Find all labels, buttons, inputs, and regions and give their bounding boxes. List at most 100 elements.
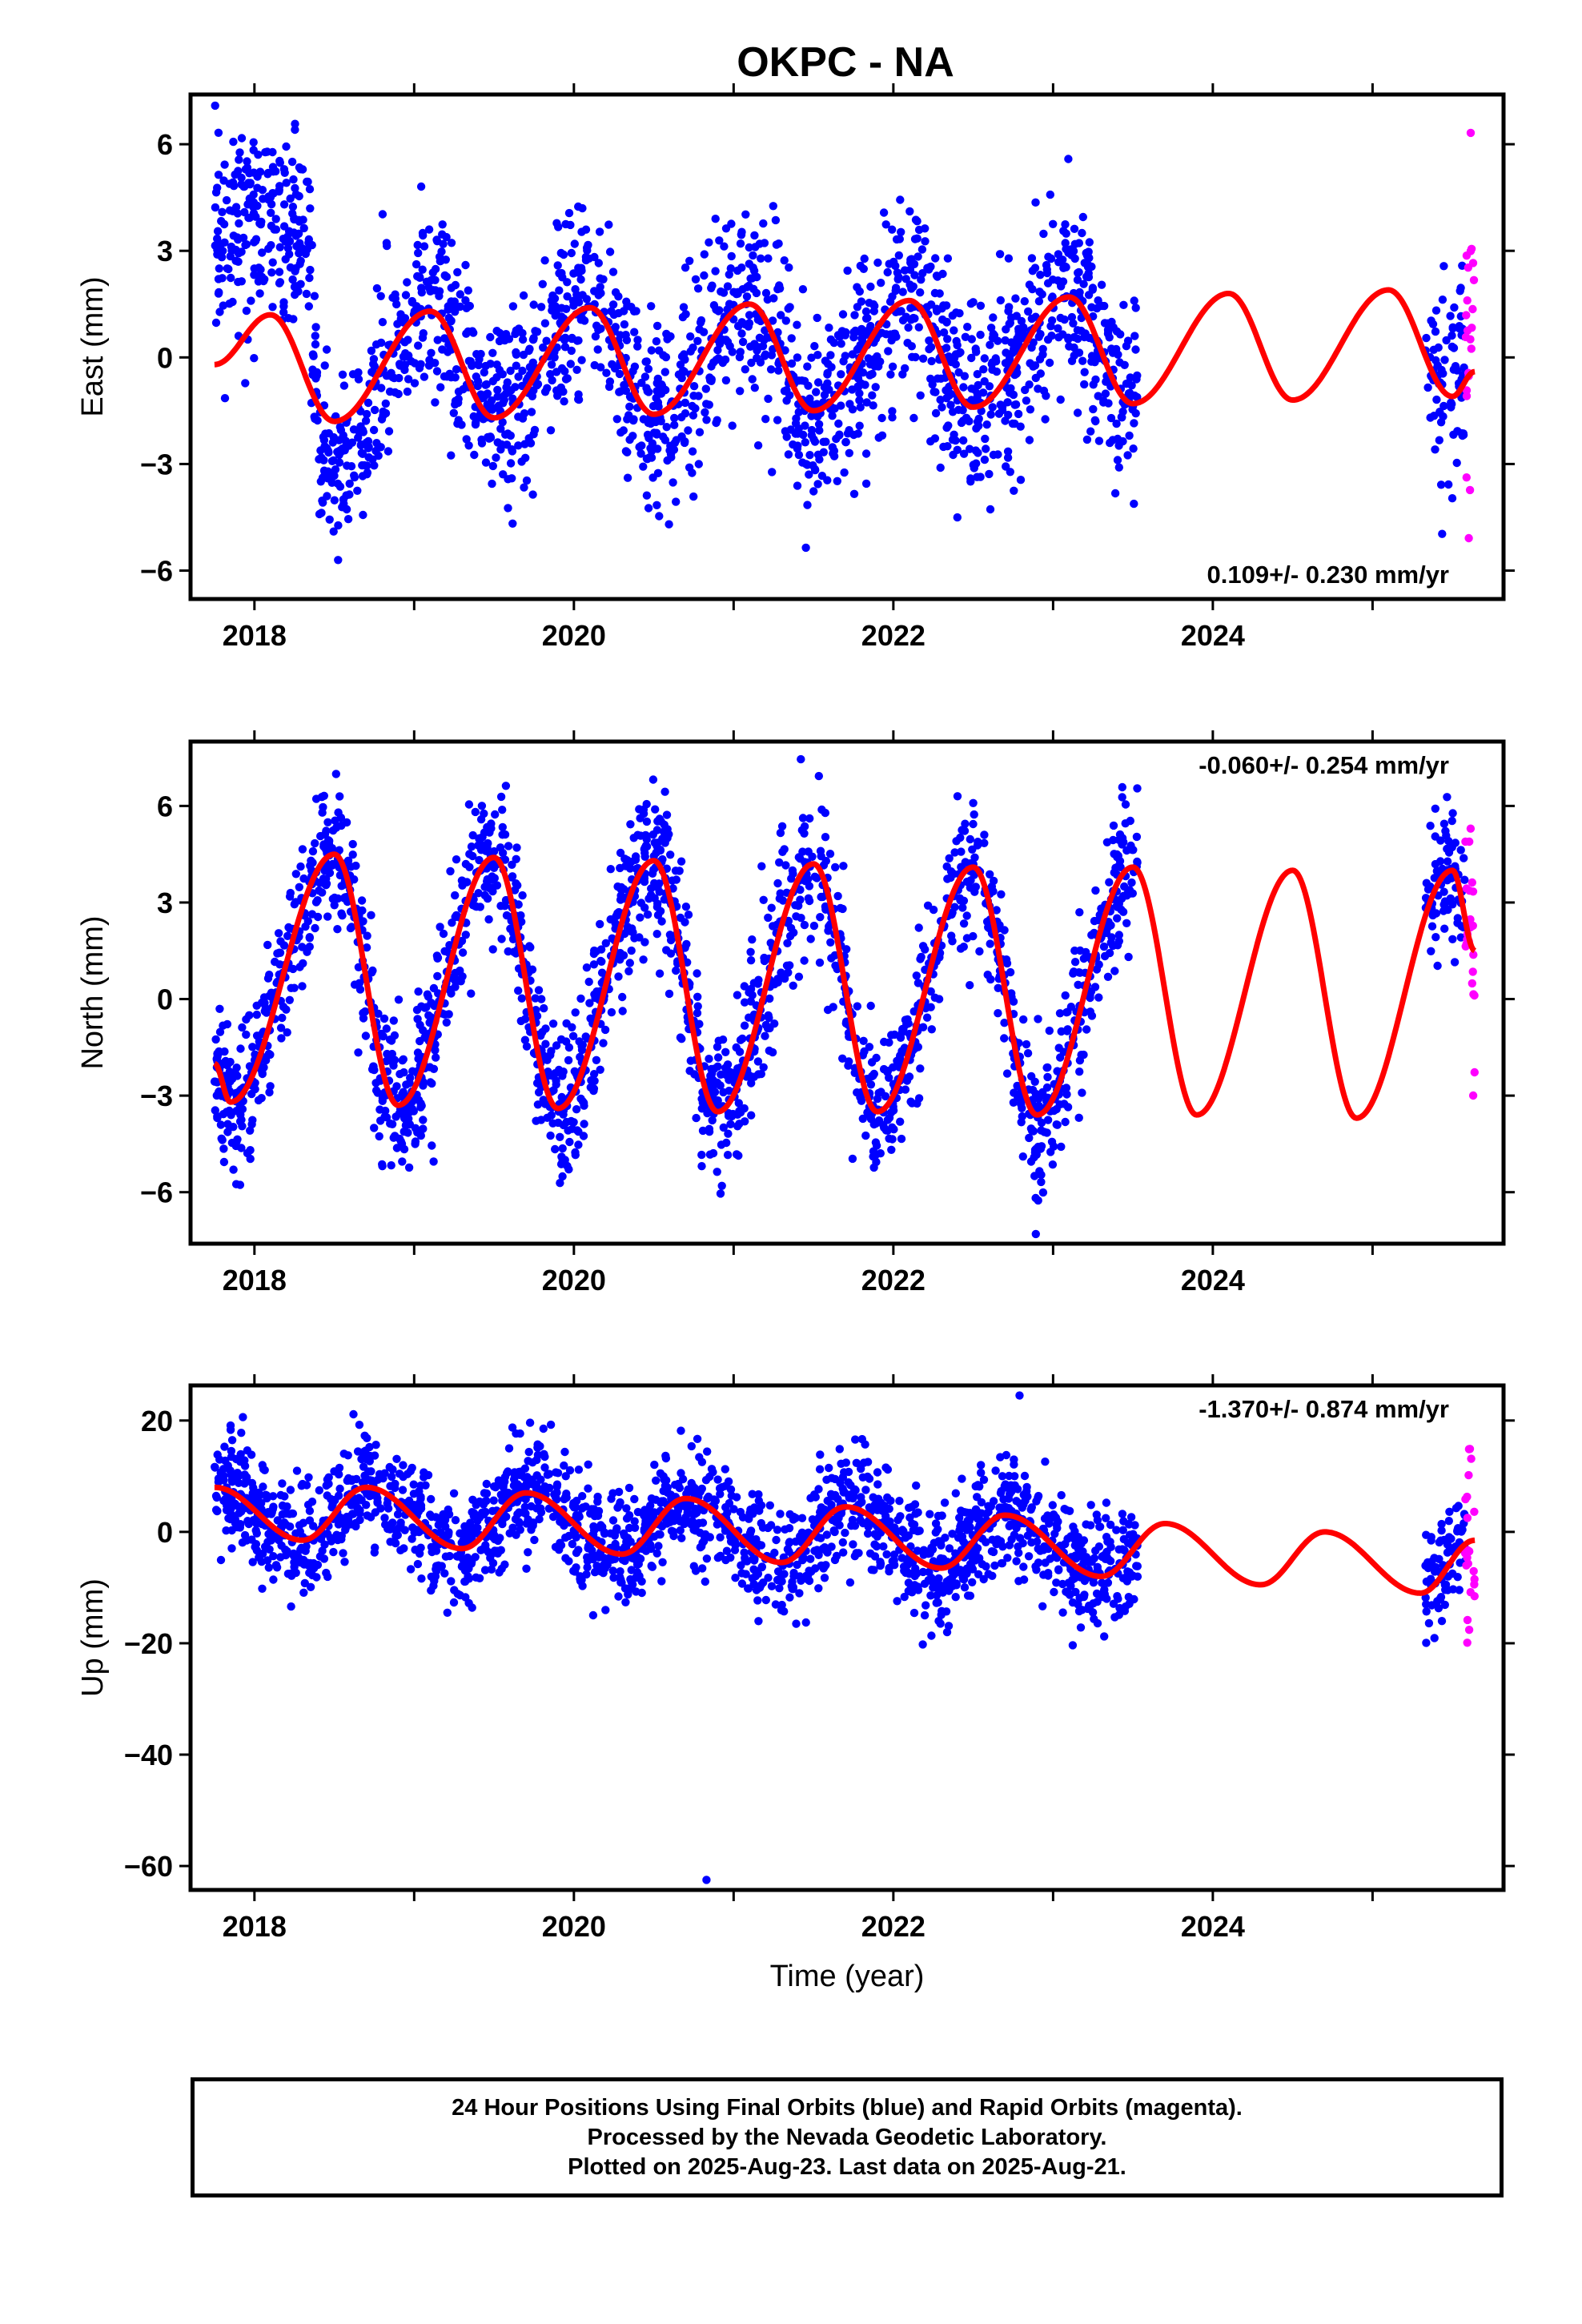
east-final-point bbox=[1085, 238, 1094, 247]
east-final-point bbox=[528, 364, 537, 372]
north-final-point bbox=[436, 923, 444, 931]
east-ytick-label: 6 bbox=[157, 128, 173, 161]
north-final-point bbox=[681, 943, 689, 952]
east-final-point bbox=[249, 138, 258, 147]
up-final-point bbox=[522, 1564, 531, 1574]
east-final-point bbox=[1024, 307, 1033, 316]
east-final-point bbox=[662, 423, 671, 432]
north-final-point bbox=[845, 1057, 853, 1066]
east-final-point bbox=[996, 296, 1006, 305]
north-final-point bbox=[406, 1073, 415, 1083]
north-final-point bbox=[1075, 908, 1084, 917]
east-rapid-point bbox=[1461, 332, 1471, 342]
north-final-point bbox=[905, 1072, 914, 1081]
east-final-point bbox=[918, 269, 927, 278]
north-final-point bbox=[717, 1181, 726, 1191]
east-final-point bbox=[449, 302, 458, 311]
east-final-point bbox=[926, 374, 935, 384]
up-final-point bbox=[427, 1494, 436, 1504]
east-rapid-point bbox=[1469, 275, 1479, 284]
north-final-point bbox=[661, 787, 669, 796]
north-final-point bbox=[1002, 959, 1012, 968]
north-final-point bbox=[871, 1138, 881, 1147]
east-final-point bbox=[572, 365, 581, 374]
north-final-point bbox=[558, 1156, 567, 1165]
east-final-point bbox=[363, 468, 372, 477]
north-final-point bbox=[986, 939, 994, 948]
north-final-point bbox=[982, 917, 992, 927]
east-final-point bbox=[925, 344, 934, 354]
north-final-point bbox=[1079, 954, 1089, 963]
north-rapid-point bbox=[1469, 951, 1478, 959]
east-final-point bbox=[677, 373, 686, 383]
east-final-point bbox=[952, 308, 961, 317]
east-final-point bbox=[1082, 435, 1092, 444]
east-final-point bbox=[584, 240, 592, 250]
east-final-point bbox=[213, 234, 222, 243]
east-final-point bbox=[1106, 413, 1116, 423]
north-final-point bbox=[653, 838, 662, 847]
up-final-point bbox=[861, 1486, 870, 1494]
east-final-point bbox=[567, 248, 576, 258]
east-final-point bbox=[1004, 254, 1014, 263]
east-final-point bbox=[1452, 458, 1461, 468]
north-final-point bbox=[1128, 889, 1138, 898]
east-final-point bbox=[528, 490, 537, 499]
north-final-point bbox=[217, 1134, 226, 1144]
east-final-point bbox=[576, 275, 585, 284]
up-final-point bbox=[302, 1481, 311, 1490]
east-final-point bbox=[217, 253, 227, 262]
north-final-point bbox=[873, 1094, 882, 1104]
east-final-point bbox=[998, 402, 1007, 411]
north-final-point bbox=[824, 927, 833, 935]
east-final-point bbox=[760, 239, 769, 247]
east-final-point bbox=[642, 491, 652, 500]
north-final-point bbox=[498, 822, 507, 832]
north-final-point bbox=[1113, 914, 1122, 923]
east-final-point bbox=[488, 404, 498, 413]
east-final-point bbox=[334, 556, 343, 565]
up-final-point bbox=[677, 1534, 686, 1542]
east-final-point bbox=[508, 394, 517, 403]
east-final-point bbox=[215, 264, 223, 273]
north-final-point bbox=[1118, 907, 1128, 916]
east-final-point bbox=[801, 460, 811, 468]
east-final-point bbox=[861, 449, 871, 458]
up-final-point bbox=[1019, 1562, 1028, 1571]
north-final-point bbox=[562, 1019, 571, 1028]
east-final-point bbox=[447, 239, 456, 247]
east-final-point bbox=[745, 243, 753, 252]
east-final-point bbox=[546, 370, 555, 379]
east-final-point bbox=[1114, 463, 1124, 472]
up-final-point bbox=[1024, 1552, 1034, 1561]
north-final-point bbox=[1118, 793, 1126, 802]
east-final-point bbox=[1115, 358, 1124, 367]
east-final-point bbox=[855, 396, 864, 405]
north-final-point bbox=[887, 1145, 896, 1155]
east-final-point bbox=[829, 338, 839, 348]
east-final-point bbox=[342, 491, 351, 500]
north-final-point bbox=[220, 1047, 229, 1056]
east-final-point bbox=[391, 290, 400, 299]
east-final-point bbox=[661, 436, 670, 444]
north-final-point bbox=[1013, 1081, 1022, 1091]
east-final-point bbox=[255, 289, 264, 298]
north-final-point bbox=[242, 1030, 251, 1039]
east-final-point bbox=[1036, 271, 1045, 279]
east-final-point bbox=[440, 334, 449, 343]
east-final-point bbox=[488, 376, 497, 386]
north-final-point bbox=[424, 1011, 433, 1020]
north-final-point bbox=[987, 882, 997, 891]
east-rapid-point bbox=[1466, 128, 1476, 138]
north-final-point bbox=[817, 852, 825, 861]
east-final-point bbox=[432, 367, 442, 376]
north-final-point bbox=[445, 941, 454, 950]
north-final-point bbox=[665, 931, 675, 939]
north-final-point bbox=[716, 1081, 725, 1090]
north-final-point bbox=[298, 982, 307, 991]
east-final-point bbox=[353, 486, 362, 495]
north-final-point bbox=[723, 1066, 732, 1075]
east-final-point bbox=[719, 288, 729, 297]
north-final-point bbox=[463, 878, 472, 887]
north-final-point bbox=[817, 805, 826, 814]
